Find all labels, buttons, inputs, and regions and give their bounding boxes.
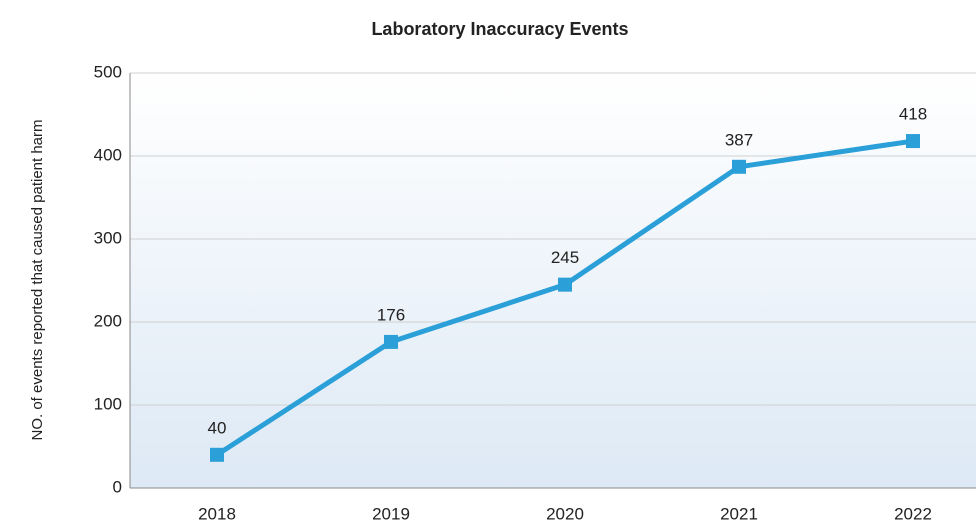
- data-label: 387: [725, 130, 753, 149]
- y-tick-label: 500: [94, 62, 122, 81]
- marker: [384, 334, 398, 349]
- data-label: 176: [377, 305, 405, 324]
- y-tick-label: 0: [113, 477, 122, 496]
- y-tick-label: 100: [94, 394, 122, 413]
- chart-title: Laboratory Inaccuracy Events: [371, 19, 628, 39]
- marker: [732, 159, 746, 174]
- y-tick-label: 400: [94, 145, 122, 164]
- y-tick-label: 300: [94, 228, 122, 247]
- data-label: 40: [208, 418, 227, 437]
- marker: [906, 134, 920, 149]
- y-axis-label: NO. of events reported that caused patie…: [29, 119, 46, 440]
- x-tick-label: 2022: [894, 504, 932, 523]
- y-tick-label: 200: [94, 311, 122, 330]
- x-tick-label: 2019: [372, 504, 410, 523]
- plot-area: [130, 73, 976, 488]
- x-tick-label: 2018: [198, 504, 236, 523]
- marker: [210, 447, 224, 462]
- marker: [558, 277, 572, 292]
- x-tick-label: 2020: [546, 504, 584, 523]
- x-tick-label: 2021: [720, 504, 758, 523]
- data-label: 418: [899, 105, 927, 124]
- data-label: 245: [551, 248, 579, 267]
